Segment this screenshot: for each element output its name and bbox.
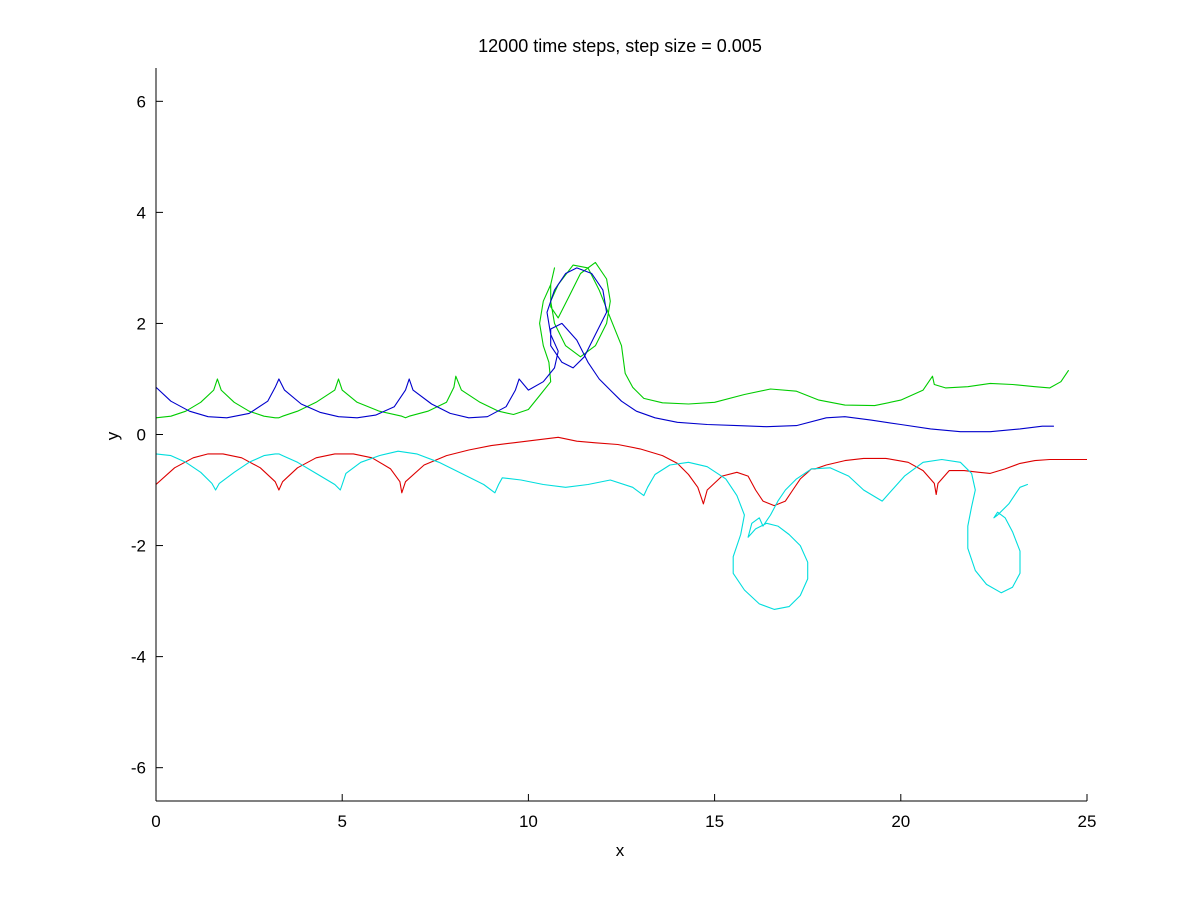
series-line-2 [156,267,1055,433]
y-tick-label: 2 [137,314,146,333]
x-tick-label: 25 [1078,812,1097,831]
chart-title: 12000 time steps, step size = 0.005 [478,36,762,56]
y-tick-label: 0 [137,426,146,445]
y-tick-label: -2 [131,537,146,556]
plot-area [156,261,1087,610]
series-line-4 [156,450,1028,610]
axes: 0 5 10 15 20 25 -6 -4 -2 0 2 4 6 [131,68,1097,831]
y-tick-label: -4 [131,648,146,667]
y-tick-label: 6 [137,92,146,111]
y-tick-label: -6 [131,759,146,778]
series-line-3 [156,436,1087,507]
x-tick-label: 5 [337,812,346,831]
y-axis-label: y [103,431,122,440]
x-tick-label: 20 [891,812,910,831]
y-tick-label: 4 [137,203,146,222]
x-tick-label: 15 [705,812,724,831]
x-tick-label: 10 [519,812,538,831]
x-tick-label: 0 [151,812,160,831]
x-axis-label: x [616,841,625,860]
series-line-1 [156,261,1069,419]
